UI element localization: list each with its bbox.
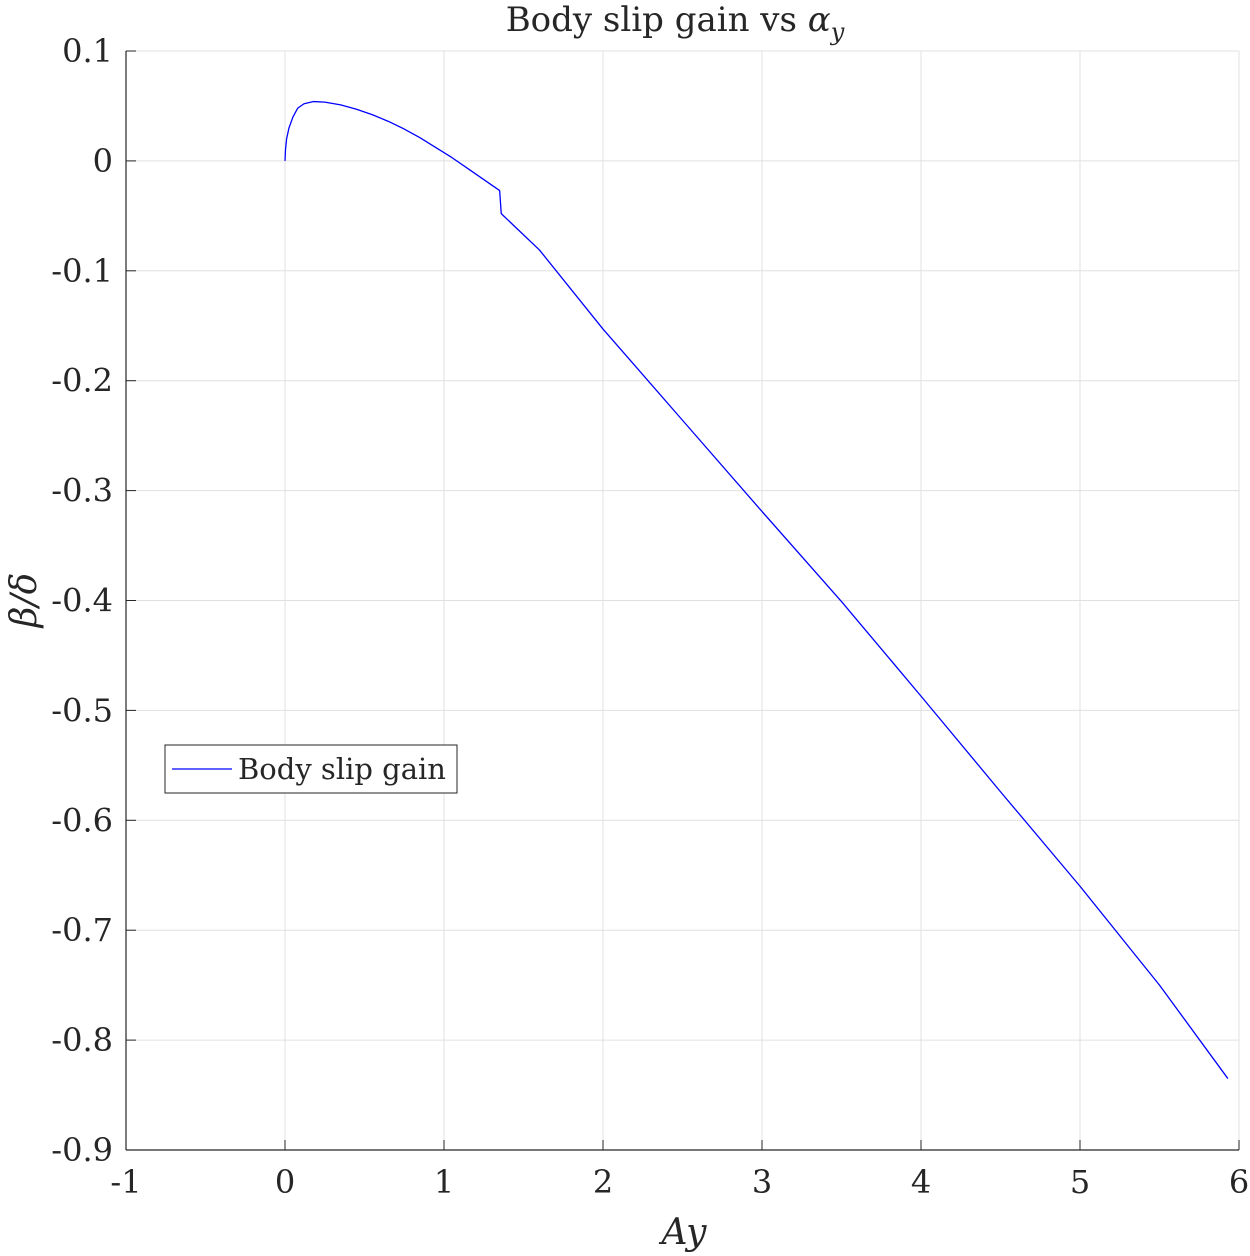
x-tick-label: 1 [434, 1163, 454, 1201]
y-tick-label: -0.6 [51, 801, 113, 839]
legend: Body slip gain [164, 744, 458, 794]
y-tick-label: 0.1 [62, 32, 113, 70]
y-tick-label: -0.3 [51, 472, 113, 510]
x-tick-label: 2 [593, 1163, 613, 1201]
series-line-0 [284, 100, 1229, 1079]
y-tick-label: -0.1 [51, 252, 113, 290]
y-axis-label: β/δ [4, 573, 45, 630]
x-tick-label: 6 [1229, 1163, 1249, 1201]
x-tick-label: 4 [911, 1163, 931, 1201]
axes [125, 50, 1240, 1151]
y-tick-label: -0.2 [51, 362, 113, 400]
x-axis-label: Ay [659, 1212, 708, 1253]
x-tick-label: 5 [1070, 1163, 1090, 1201]
legend-label: Body slip gain [238, 752, 446, 786]
y-tick-label: -0.9 [51, 1131, 113, 1169]
x-tick-label: -1 [110, 1163, 141, 1201]
y-tick-label: 0 [93, 142, 113, 180]
chart-title: Body slip gain vs αy [506, 0, 845, 46]
tick-labels: -1 0 1 2 3 4 5 6 0.1 0 -0.1 -0.2 -0.3 -0.4 -0.5 -0.6 -0.… [51, 32, 1249, 1201]
x-tick-label: 3 [752, 1163, 772, 1201]
y-tick-label: -0.4 [51, 582, 113, 620]
x-tick-label: 0 [275, 1163, 295, 1201]
series-layer [284, 100, 1229, 1079]
y-tick-label: -0.7 [51, 911, 113, 949]
y-tick-label: -0.5 [51, 691, 113, 729]
y-tick-label: -0.8 [51, 1021, 113, 1059]
